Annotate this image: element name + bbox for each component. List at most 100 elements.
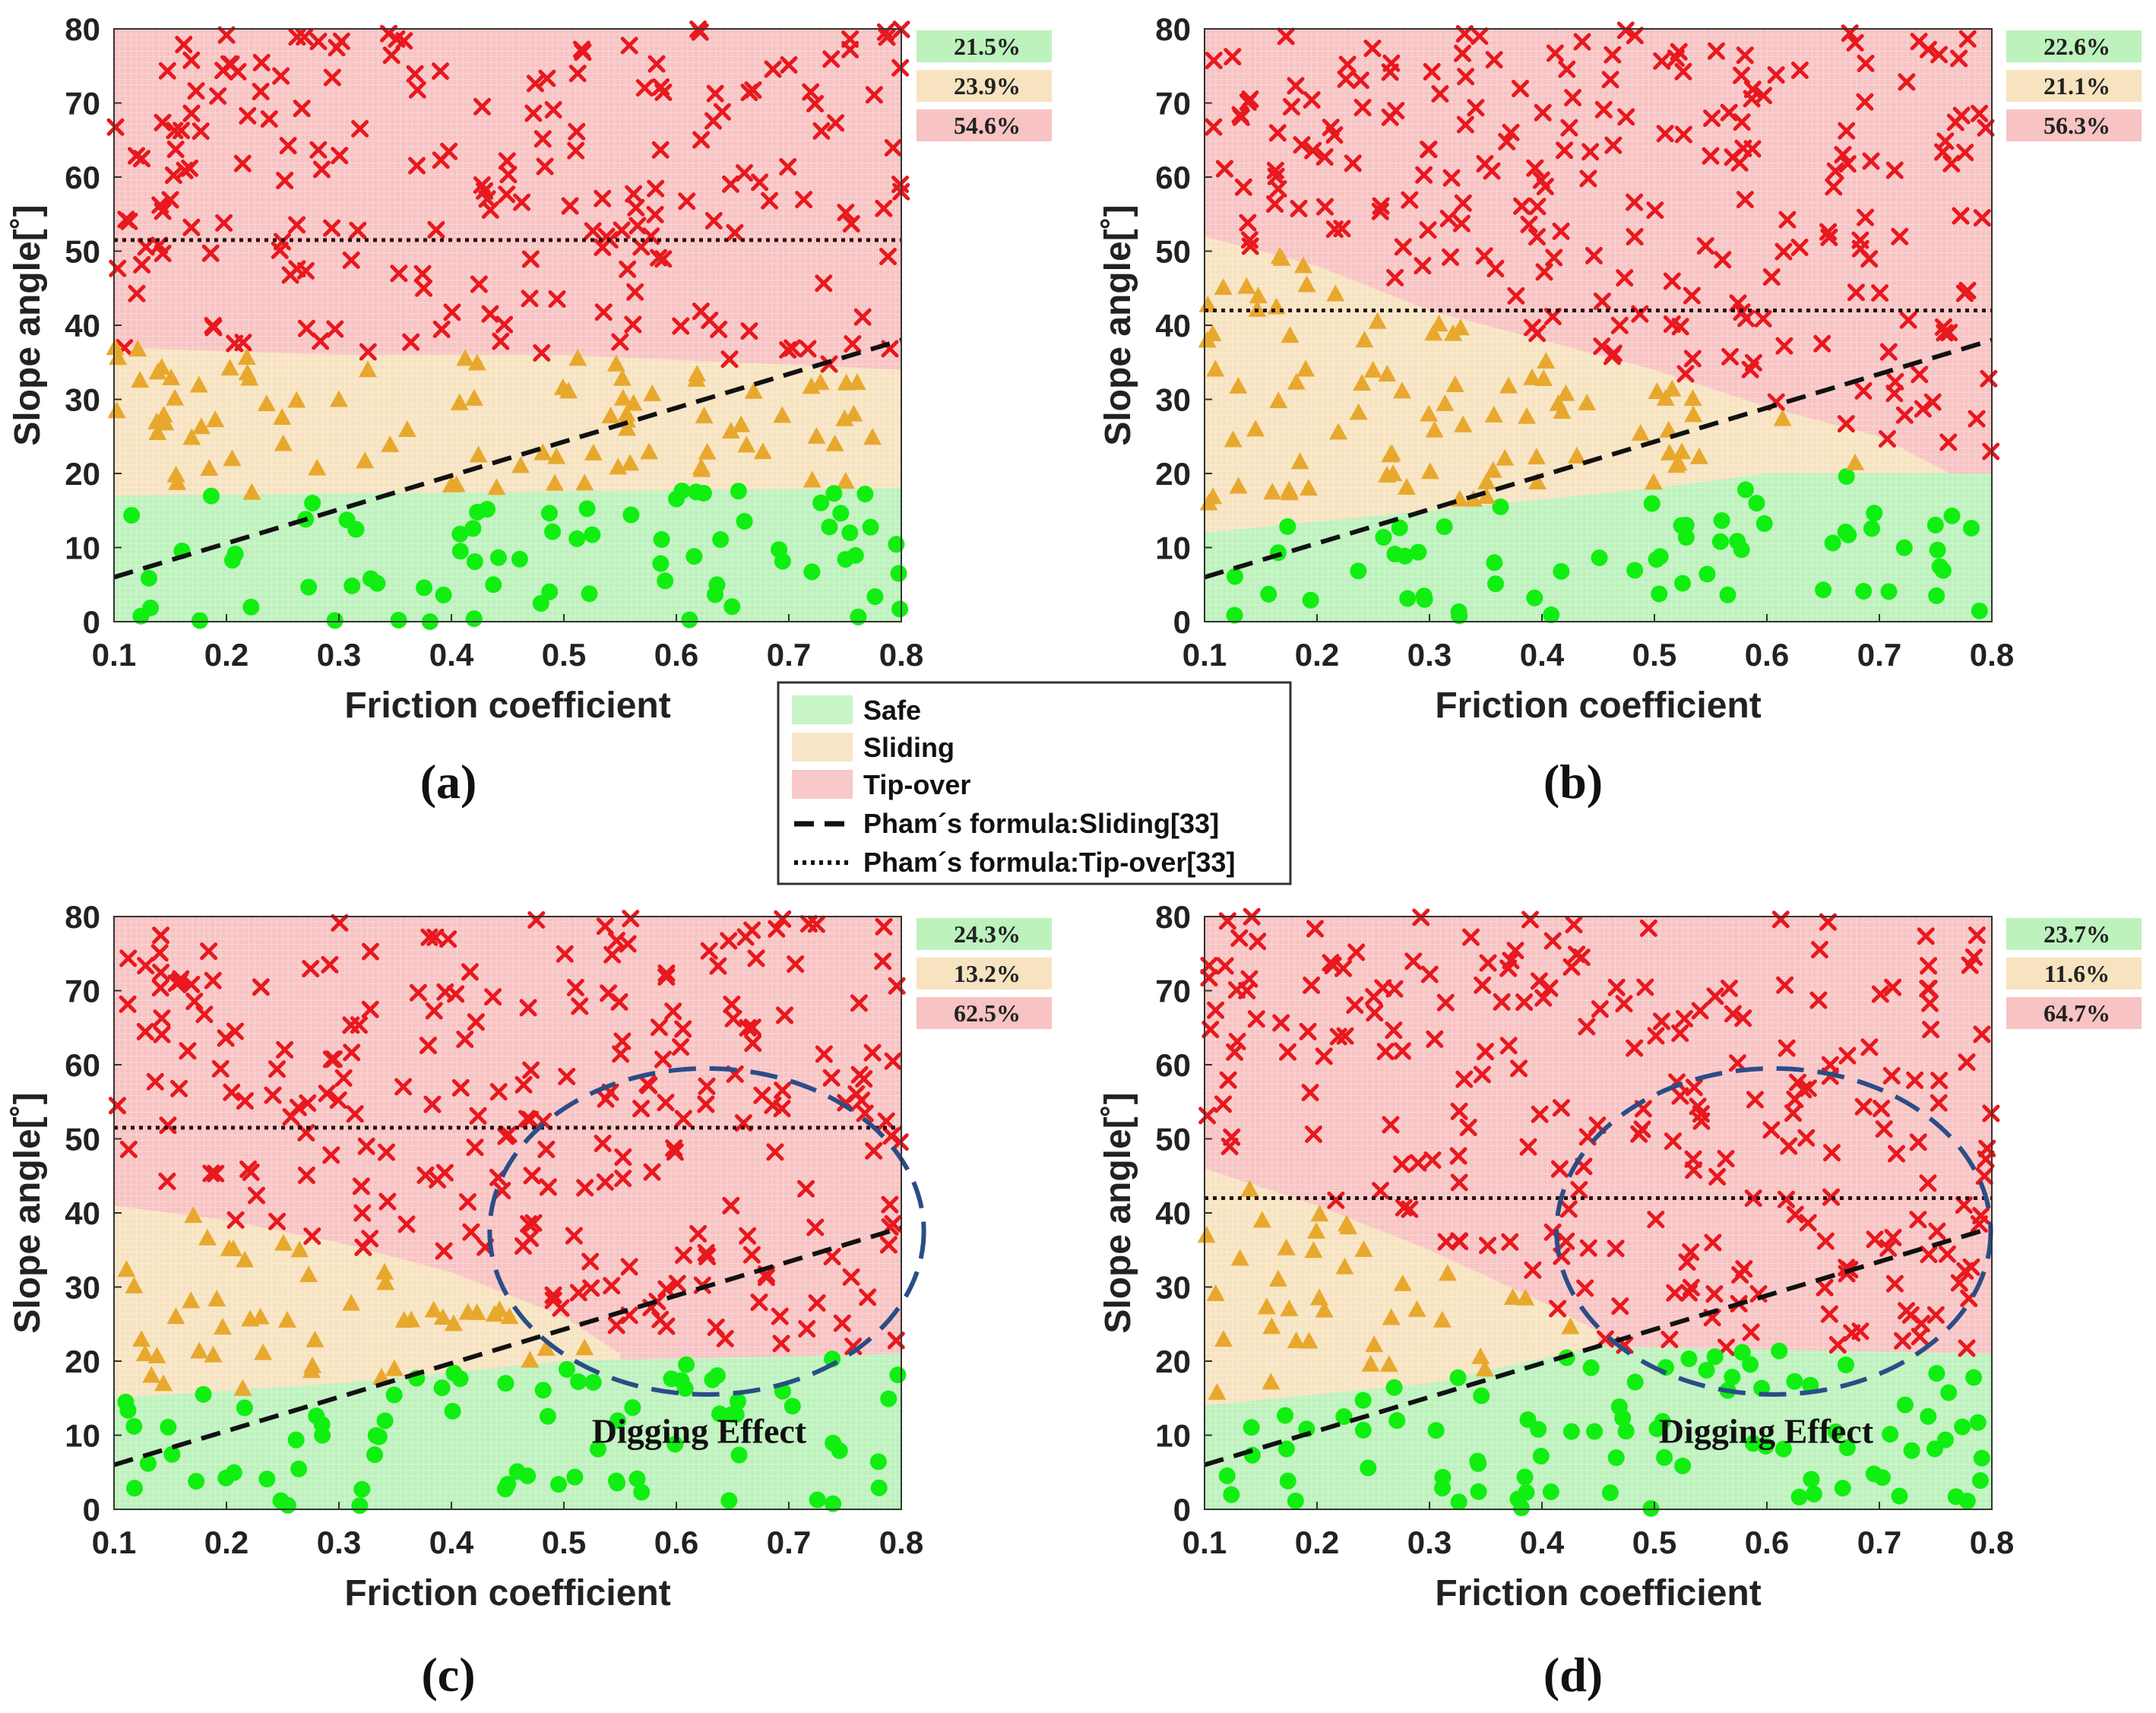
tipover-marker	[1820, 228, 1838, 246]
sliding-marker	[1246, 420, 1265, 437]
tipover-marker	[202, 1164, 220, 1183]
tipover-marker	[408, 157, 426, 175]
safe-marker	[566, 1468, 584, 1486]
safe-marker	[550, 1476, 568, 1493]
tipover-marker	[420, 928, 438, 946]
tipover-marker	[1386, 268, 1404, 287]
sliding-marker	[621, 454, 640, 471]
x-tick-label: 0.4	[1520, 637, 1565, 673]
tipover-marker	[1888, 1145, 1905, 1163]
safe-marker	[812, 494, 830, 511]
sliding-marker	[1353, 374, 1372, 391]
tipover-marker	[136, 1022, 154, 1040]
safe-marker	[1391, 519, 1408, 537]
tipover-marker	[613, 221, 631, 239]
tipover-marker	[395, 32, 413, 50]
safe-marker	[1260, 585, 1277, 603]
tipover-marker	[1799, 1214, 1817, 1232]
sliding-marker	[444, 1314, 463, 1331]
tipover-marker	[1898, 73, 1916, 91]
tipover-marker	[1401, 1200, 1419, 1218]
tipover-marker	[1415, 166, 1433, 184]
tipover-marker	[1923, 393, 1942, 411]
tipover-marker	[1336, 1027, 1354, 1045]
tipover-marker	[1462, 928, 1480, 946]
tipover-marker	[1838, 122, 1856, 140]
y-tick-label: 40	[1155, 308, 1191, 344]
sliding-marker	[1518, 407, 1537, 424]
tipover-marker	[565, 1227, 583, 1245]
tipover-marker	[1901, 1306, 1920, 1324]
tipover-marker	[569, 1284, 587, 1302]
tipover-marker	[152, 926, 170, 945]
safe-marker	[663, 1370, 680, 1388]
sliding-marker	[1424, 324, 1443, 341]
tipover-marker	[1939, 1245, 1957, 1263]
sliding-marker	[125, 1276, 144, 1293]
tipover-marker	[1277, 27, 1295, 46]
tipover-marker	[1911, 366, 1929, 384]
safe-marker	[1737, 481, 1754, 499]
sliding-marker	[220, 1239, 239, 1256]
sliding-marker	[1392, 382, 1411, 399]
safe-marker	[464, 520, 482, 537]
safe-marker	[1386, 546, 1404, 563]
safe-marker	[326, 612, 344, 629]
x-tick-label: 0.4	[429, 1525, 474, 1560]
tipover-marker	[521, 1110, 539, 1129]
tipover-marker	[361, 942, 379, 961]
y-tick-label: 70	[1155, 86, 1191, 122]
tipover-marker	[1234, 178, 1252, 196]
tipover-marker	[1299, 1022, 1317, 1040]
tipover-marker	[151, 196, 169, 214]
panel-d: Digging Effect 0.1 0.2 0.3 0.4 0.5 0.6 0.7 0.8 0 1…	[1098, 899, 2142, 1702]
percentage-value: 23.7%	[2044, 920, 2110, 948]
tipover-marker	[1266, 195, 1284, 213]
y-tick-label: 10	[65, 530, 100, 566]
sliding-marker	[1299, 479, 1318, 496]
safe-marker	[1486, 554, 1503, 572]
tipover-marker	[1475, 247, 1493, 265]
tipover-marker	[743, 1018, 761, 1037]
x-tick-label: 0.1	[1182, 637, 1227, 673]
sliding-marker	[456, 349, 475, 366]
tipover-marker	[747, 949, 765, 967]
safe-marker	[869, 1453, 887, 1471]
panel-c: Digging Effect 0.1 0.2 0.3 0.4 0.5 0.6 0.7 0.8 0 1…	[8, 899, 1052, 1702]
tipover-marker	[571, 997, 589, 1015]
tipover-marker	[1545, 249, 1563, 267]
tipover-marker	[635, 79, 654, 97]
tipover-marker	[431, 62, 449, 81]
sliding-marker	[500, 1307, 519, 1325]
tipover-marker	[875, 917, 893, 936]
tipover-marker	[1671, 318, 1689, 336]
y-tick-label: 70	[1155, 974, 1191, 1009]
tipover-marker	[1474, 976, 1492, 994]
sliding-marker	[182, 1291, 201, 1309]
sliding-marker	[385, 1359, 404, 1376]
tipover-marker	[657, 964, 676, 983]
sliding-marker	[148, 423, 167, 440]
safe-marker	[353, 1480, 371, 1498]
tipover-marker	[611, 333, 629, 351]
tipover-marker	[1922, 1021, 1940, 1039]
tipover-marker	[692, 302, 710, 321]
percentage-swatch	[917, 918, 1052, 950]
y-tick-label: 30	[65, 1270, 100, 1306]
safe-marker	[633, 1483, 651, 1501]
sliding-marker	[1206, 1284, 1225, 1302]
safe-marker	[1279, 1472, 1296, 1490]
sliding-marker	[1293, 256, 1312, 274]
safe-marker	[1473, 1387, 1490, 1404]
tipover-marker	[1502, 123, 1520, 141]
tipover-marker	[361, 1000, 379, 1018]
tipover-marker	[158, 1172, 176, 1190]
y-tick-label: 80	[1155, 11, 1191, 47]
safe-marker	[489, 549, 507, 566]
tipover-marker	[1676, 365, 1695, 383]
safe-marker	[132, 607, 150, 625]
safe-marker	[712, 530, 730, 548]
sliding-marker	[1361, 1354, 1380, 1372]
safe-marker	[681, 611, 698, 629]
tipover-marker	[735, 163, 753, 182]
